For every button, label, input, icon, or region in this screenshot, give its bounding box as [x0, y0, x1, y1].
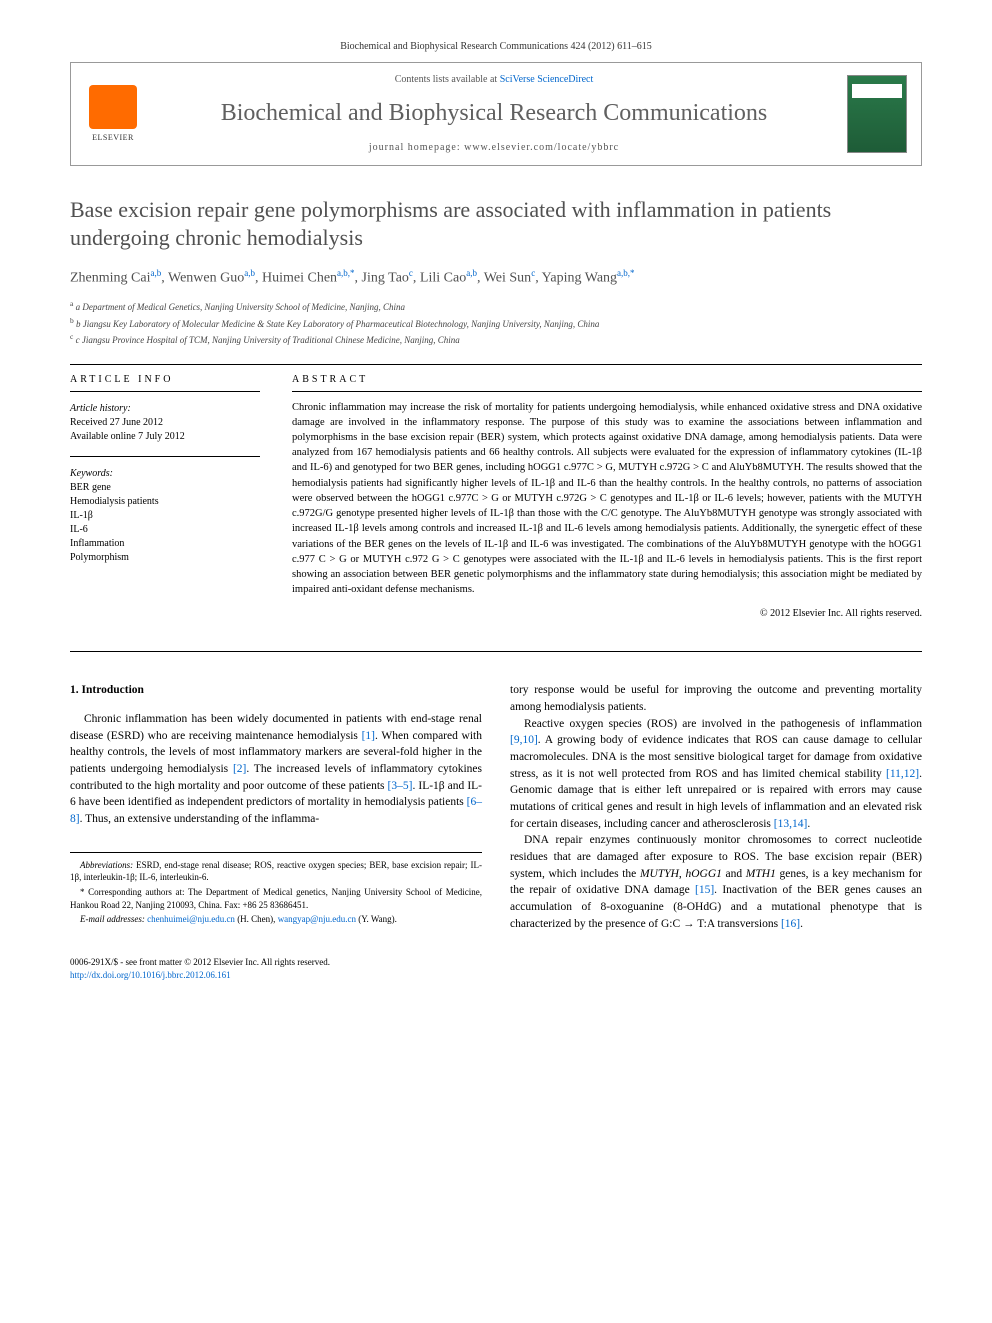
journal-citation: Biochemical and Biophysical Research Com… [70, 40, 922, 54]
affil-link[interactable]: a,b, [617, 268, 630, 278]
affil-link[interactable]: a,b [244, 268, 255, 278]
affiliation: c c Jiangsu Province Hospital of TCM, Na… [70, 331, 922, 348]
history-label: Article history: [70, 402, 260, 416]
paragraph: tory response would be useful for improv… [510, 682, 922, 715]
affiliations: a a Department of Medical Genetics, Nanj… [70, 298, 922, 348]
email-label: E-mail addresses: [80, 914, 145, 924]
elsevier-label: ELSEVIER [92, 132, 134, 143]
ref-link[interactable]: [9,10] [510, 734, 538, 746]
divider [70, 456, 260, 457]
email-link[interactable]: chenhuimei@nju.edu.cn [147, 914, 235, 924]
email-who: (H. Chen), [235, 914, 278, 924]
header-center: Contents lists available at SciVerse Sci… [155, 73, 833, 155]
homepage-url: www.elsevier.com/locate/ybbrc [464, 142, 619, 153]
affil-text: a Department of Medical Genetics, Nanjin… [76, 302, 405, 312]
divider [70, 364, 922, 365]
elsevier-logo: ELSEVIER [85, 84, 141, 144]
keyword: IL-1β [70, 509, 260, 523]
info-heading: ARTICLE INFO [70, 373, 260, 387]
affiliation: a a Department of Medical Genetics, Nanj… [70, 298, 922, 315]
page-footer: 0006-291X/$ - see front matter © 2012 El… [70, 956, 922, 981]
keywords-label: Keywords: [70, 467, 260, 481]
keyword: IL-6 [70, 523, 260, 537]
ref-link[interactable]: [1] [362, 730, 375, 742]
paragraph: Reactive oxygen species (ROS) are involv… [510, 716, 922, 833]
keyword: BER gene [70, 481, 260, 495]
author: Yaping Wang [542, 270, 617, 285]
body-col-right: tory response would be useful for improv… [510, 682, 922, 932]
author-list: Zhenming Cai a,b, Wenwen Guo a,b, Huimei C… [70, 267, 922, 288]
keywords-block: Keywords: BER gene Hemodialysis patients… [70, 467, 260, 565]
received-date: Received 27 June 2012 [70, 416, 260, 430]
contents-prefix: Contents lists available at [395, 74, 500, 85]
paragraph: Chronic inflammation has been widely doc… [70, 711, 482, 828]
corr-label: * Corresponding authors at: [80, 887, 185, 897]
journal-header: ELSEVIER Contents lists available at Sci… [70, 62, 922, 166]
corr-link[interactable]: * [350, 268, 355, 278]
abstract-copyright: © 2012 Elsevier Inc. All rights reserved… [292, 607, 922, 621]
keyword: Inflammation [70, 537, 260, 551]
affil-text: c Jiangsu Province Hospital of TCM, Nanj… [76, 335, 460, 345]
ref-link[interactable]: [2] [233, 763, 246, 775]
affil-link[interactable]: a,b, [337, 268, 350, 278]
ref-link[interactable]: [6–8] [70, 796, 482, 825]
homepage-prefix: journal homepage: [369, 142, 464, 153]
affil-link[interactable]: c [409, 268, 413, 278]
ref-link[interactable]: [13,14] [774, 818, 808, 830]
ref-link[interactable]: [3–5] [388, 780, 413, 792]
affil-link[interactable]: a,b [466, 268, 477, 278]
journal-homepage: journal homepage: www.elsevier.com/locat… [155, 141, 833, 155]
corresponding-author: * Corresponding authors at: The Departme… [70, 886, 482, 911]
elsevier-tree-icon [89, 85, 137, 129]
author: Zhenming Cai [70, 270, 151, 285]
abstract-text: Chronic inflammation may increase the ri… [292, 400, 922, 598]
author: Jing Tao [362, 270, 409, 285]
affil-link[interactable]: a,b [151, 268, 162, 278]
affiliation: b b Jiangsu Key Laboratory of Molecular … [70, 315, 922, 332]
keyword: Hemodialysis patients [70, 495, 260, 509]
body-text: 1. Introduction Chronic inflammation has… [70, 682, 922, 932]
contents-line: Contents lists available at SciVerse Sci… [155, 73, 833, 87]
author: Lili Cao [420, 270, 466, 285]
abbreviations: Abbreviations: ESRD, end-stage renal dis… [70, 859, 482, 884]
journal-cover-thumbnail [847, 75, 907, 153]
doi-link[interactable]: http://dx.doi.org/10.1016/j.bbrc.2012.06… [70, 970, 231, 980]
ref-link[interactable]: [11,12] [886, 768, 919, 780]
keyword: Polymorphism [70, 551, 260, 565]
article-history: Article history: Received 27 June 2012 A… [70, 402, 260, 444]
divider [70, 651, 922, 652]
corr-link[interactable]: * [630, 268, 635, 278]
online-date: Available online 7 July 2012 [70, 430, 260, 444]
author: Wei Sun [484, 270, 531, 285]
abbrev-label: Abbreviations: [80, 860, 133, 870]
abstract: ABSTRACT Chronic inflammation may increa… [292, 373, 922, 622]
body-col-left: 1. Introduction Chronic inflammation has… [70, 682, 482, 932]
author: Wenwen Guo [168, 270, 244, 285]
author: Huimei Chen [262, 270, 337, 285]
divider [292, 391, 922, 392]
journal-name: Biochemical and Biophysical Research Com… [155, 97, 833, 131]
email-who: (Y. Wang). [356, 914, 397, 924]
paragraph: DNA repair enzymes continuously monitor … [510, 832, 922, 932]
email-link[interactable]: wangyap@nju.edu.cn [278, 914, 356, 924]
affil-text: b Jiangsu Key Laboratory of Molecular Me… [76, 319, 599, 329]
affil-link[interactable]: c [531, 268, 535, 278]
divider [70, 391, 260, 392]
email-addresses: E-mail addresses: chenhuimei@nju.edu.cn … [70, 913, 482, 926]
sciencedirect-link[interactable]: SciVerse ScienceDirect [500, 74, 594, 85]
ref-link[interactable]: [15] [695, 884, 714, 896]
footnotes: Abbreviations: ESRD, end-stage renal dis… [70, 852, 482, 926]
abstract-heading: ABSTRACT [292, 373, 922, 387]
article-title: Base excision repair gene polymorphisms … [70, 196, 922, 253]
section-heading: 1. Introduction [70, 682, 482, 699]
ref-link[interactable]: [16] [781, 918, 800, 930]
info-abstract-row: ARTICLE INFO Article history: Received 2… [70, 373, 922, 622]
front-matter: 0006-291X/$ - see front matter © 2012 El… [70, 956, 922, 969]
article-info: ARTICLE INFO Article history: Received 2… [70, 373, 260, 622]
